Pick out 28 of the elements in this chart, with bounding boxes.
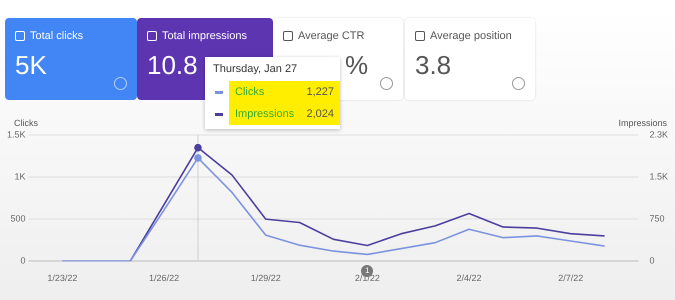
y2-tick-label: 1.5K: [649, 172, 668, 182]
y2-tick-label: 750: [649, 214, 665, 224]
legend-label: Impressions: [235, 108, 294, 120]
text: %: [345, 50, 370, 81]
text: 5K: [15, 50, 48, 81]
text: Average position: [430, 30, 512, 42]
text: 10.8: [147, 50, 198, 80]
legend-label: Clicks: [235, 86, 264, 98]
y-tick-label: 0: [20, 256, 26, 266]
y-tick-label: 500: [10, 214, 26, 224]
x-tick-label: 1/29/22: [250, 273, 281, 284]
text: Average CTR: [298, 30, 364, 42]
text: Thursday, Jan 27: [212, 63, 298, 77]
x-tick-label: 1/23/22: [47, 273, 78, 284]
x-tick-label: 2/4/22: [456, 273, 482, 284]
y-axis-title: Clicks: [14, 118, 38, 128]
y2-tick-label: 2.3K: [649, 129, 668, 140]
y2-tick-label: 0: [649, 256, 654, 266]
text: Total impressions: [162, 30, 247, 42]
text: 3.8: [415, 50, 452, 81]
x-tick-label: 2/7/22: [558, 273, 584, 284]
y-tick-label: 1.5K: [7, 129, 26, 140]
text: Total clicks: [30, 30, 84, 42]
y-tick-label: 1K: [14, 172, 26, 182]
text: 1,227: [306, 86, 334, 98]
y2-axis-title: Impressions: [618, 118, 667, 128]
x-tick-label: 1/26/22: [149, 273, 180, 284]
text: 2,024: [306, 108, 334, 120]
